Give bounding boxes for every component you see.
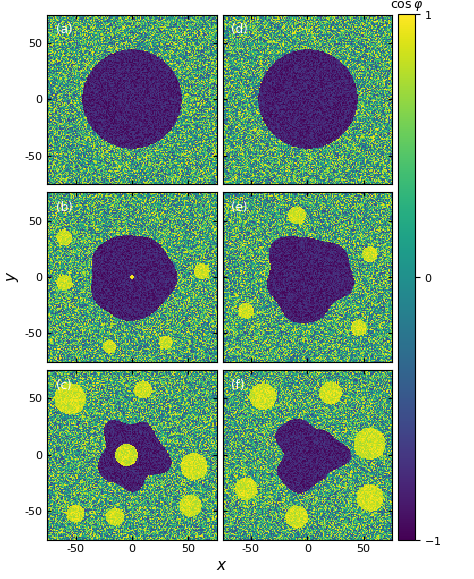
Text: (f): (f)	[231, 379, 245, 392]
Text: (a): (a)	[56, 23, 73, 36]
Text: (b): (b)	[56, 201, 73, 214]
Text: (e): (e)	[231, 201, 247, 214]
Text: (d): (d)	[231, 23, 248, 36]
Text: x: x	[216, 558, 225, 573]
Title: $\cos\varphi$: $\cos\varphi$	[390, 0, 423, 13]
Text: (c): (c)	[56, 379, 72, 392]
Text: y: y	[4, 273, 19, 283]
